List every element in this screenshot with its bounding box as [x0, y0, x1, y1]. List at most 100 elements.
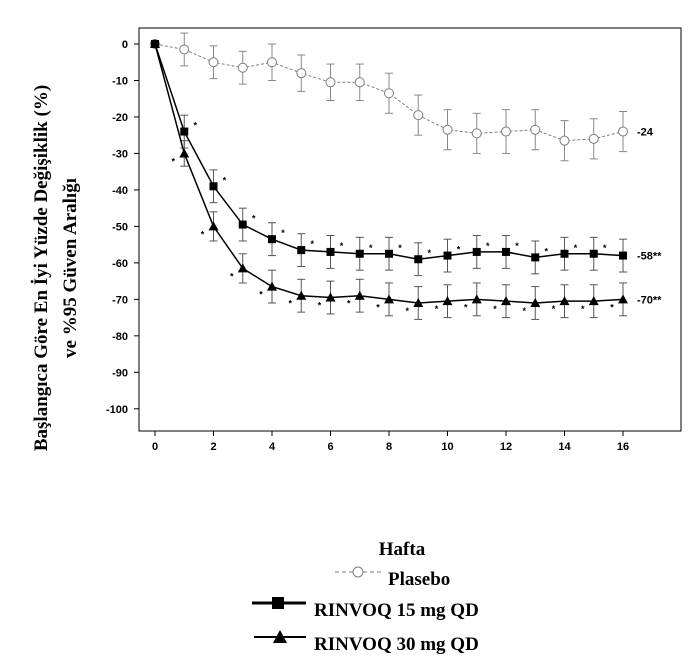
data-point-placebo: [179, 44, 190, 55]
significance-star: *: [369, 243, 373, 253]
y-tick-label: -60: [112, 258, 128, 270]
y-axis-title-line-1: Başlangıca Göre En İyi Yüzde Değişiklik …: [31, 85, 52, 451]
data-point-rinvoq-15: [472, 247, 481, 256]
data-point-rinvoq-30: [208, 221, 219, 231]
data-point-rinvoq-30: [150, 39, 160, 48]
data-point-rinvoq-30: [296, 290, 307, 300]
data-point-rinvoq-30: [559, 296, 570, 306]
significance-star: *: [201, 229, 205, 239]
y-axis-title-line-2: ve %95 Güven Aralığı: [60, 178, 81, 358]
plot-area-frame: [138, 27, 682, 432]
data-point-rinvoq-15: [209, 182, 218, 191]
series-line: [154, 43, 624, 142]
series-layer: -24 * * * * * * * * * * * * * * * -58** * * * * * * * * * * * * * * * * -…: [150, 32, 662, 320]
y-tick-label: 0: [122, 39, 128, 51]
significance-star: *: [493, 304, 497, 314]
x-axis: 0 2 4 6 8 10 12 14 16: [152, 431, 629, 453]
y-axis-title: Başlangıca Göre En İyi Yüzde Değişiklik …: [31, 85, 81, 451]
data-point-rinvoq-30: [442, 296, 453, 306]
legend-label-rinvoq-30: RINVOQ 30 mg QD: [314, 634, 479, 655]
data-point-rinvoq-30: [471, 294, 482, 304]
data-point-rinvoq-15: [326, 247, 335, 256]
legend: Plasebo RINVOQ 15 mg QD RINVOQ 30 mg QD: [252, 566, 479, 655]
x-tick-label: 6: [327, 441, 333, 453]
data-point-placebo: [442, 124, 453, 135]
significance-star: *: [376, 302, 380, 312]
significance-star: *: [171, 156, 175, 166]
x-tick-label: 12: [500, 441, 512, 453]
data-point-rinvoq-15: [180, 127, 189, 136]
significance-star: *: [193, 121, 197, 131]
data-point-placebo: [325, 77, 336, 88]
data-point-rinvoq-30: [530, 298, 541, 308]
data-point-rinvoq-30: [267, 281, 277, 291]
significance-star: *: [522, 306, 526, 316]
series-end-label: -58**: [637, 251, 662, 263]
x-tick-label: 4: [269, 441, 276, 453]
data-point-rinvoq-30: [618, 294, 628, 304]
data-point-rinvoq-15: [355, 249, 364, 258]
data-point-rinvoq-15: [560, 249, 569, 258]
y-axis: 0 -10 -20 -30 -40 -50 -60 -70 -80 -90 -100: [106, 39, 139, 416]
series-rinvoq-30-mg-qd: * * * * * * * * * * * * * * * * -70**: [150, 39, 662, 320]
data-point-rinvoq-30: [413, 298, 424, 308]
significance-star: *: [603, 243, 607, 253]
data-point-placebo: [501, 126, 511, 137]
x-tick-label: 16: [617, 441, 629, 453]
data-point-rinvoq-30: [325, 292, 336, 302]
significance-star: *: [318, 301, 322, 311]
significance-star: *: [574, 243, 578, 253]
data-point-rinvoq-30: [501, 296, 511, 306]
series-rinvoq-15-mg-qd: * * * * * * * * * * * * * * * -58**: [151, 40, 662, 277]
data-point-placebo: [559, 135, 570, 146]
data-point-rinvoq-30: [354, 290, 365, 300]
data-point-placebo: [530, 124, 541, 135]
significance-star: *: [340, 241, 344, 251]
data-point-rinvoq-15: [531, 253, 540, 262]
legend-item-placebo: Plasebo: [335, 566, 450, 590]
data-point-placebo: [413, 110, 424, 121]
data-point-rinvoq-15: [414, 255, 423, 264]
open-circle-marker-icon: [352, 566, 364, 578]
data-point-placebo: [354, 77, 365, 88]
data-point-rinvoq-15: [589, 249, 598, 258]
significance-star: *: [398, 243, 402, 253]
significance-star: *: [552, 304, 556, 314]
legend-label-placebo: Plasebo: [388, 569, 450, 590]
x-tick-label: 10: [441, 441, 453, 453]
data-point-rinvoq-30: [179, 148, 190, 158]
data-point-placebo: [208, 57, 219, 68]
data-point-placebo: [588, 133, 599, 144]
data-point-placebo: [296, 68, 307, 79]
series-end-label: -24: [637, 127, 654, 139]
data-point-placebo: [237, 62, 248, 73]
data-point-rinvoq-15: [619, 251, 627, 260]
legend-item-rinvoq-30: RINVOQ 30 mg QD: [254, 630, 479, 655]
y-tick-label: -70: [112, 294, 128, 306]
significance-star: *: [544, 246, 548, 256]
data-point-placebo: [618, 126, 628, 137]
significance-star: *: [435, 304, 439, 314]
data-point-placebo: [267, 57, 277, 68]
significance-star: *: [427, 248, 431, 258]
significance-star: *: [288, 299, 292, 309]
y-tick-label: -80: [112, 331, 128, 343]
data-point-rinvoq-15: [502, 247, 510, 256]
x-axis-title: Hafta: [379, 539, 426, 560]
y-tick-label: -30: [112, 148, 128, 160]
y-tick-label: -100: [106, 404, 128, 416]
significance-star: *: [281, 228, 285, 238]
data-point-rinvoq-15: [385, 249, 393, 258]
y-tick-label: -40: [112, 185, 128, 197]
significance-star: *: [347, 299, 351, 309]
y-tick-label: -50: [112, 221, 128, 233]
x-tick-label: 14: [558, 441, 571, 453]
significance-star: *: [610, 302, 614, 312]
significance-star: *: [405, 306, 409, 316]
significance-star: *: [223, 175, 227, 185]
series-plasebo: -24: [150, 32, 654, 162]
data-point-rinvoq-30: [588, 296, 599, 306]
data-point-placebo: [471, 128, 482, 139]
significance-star: *: [230, 271, 234, 281]
